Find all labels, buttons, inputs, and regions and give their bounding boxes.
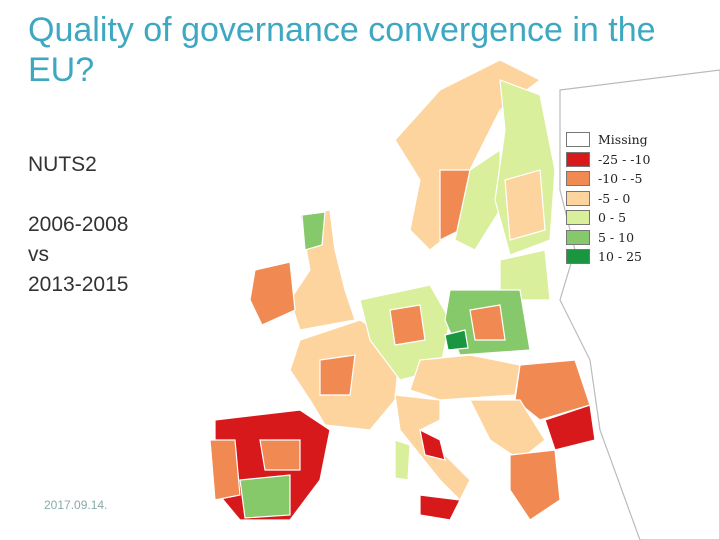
legend-label: 10 - 25 (598, 249, 642, 265)
legend-swatch (566, 229, 590, 245)
legend-label: Missing (598, 132, 648, 148)
legend-label: 5 - 10 (598, 229, 635, 245)
sidebar: NUTS2 2006-2008 vs 2013-2015 (28, 150, 128, 300)
versus: vs (28, 243, 49, 266)
legend-item: 0 - 5 (566, 208, 650, 228)
legend-label: -5 - 0 (598, 190, 631, 206)
level-label: NUTS2 (28, 153, 97, 176)
legend-label: -25 - -10 (598, 151, 651, 167)
legend-swatch (566, 151, 590, 167)
legend-item: -10 - -5 (566, 169, 650, 189)
date: 2017.09.14. (44, 498, 108, 512)
legend-item: -5 - 0 (566, 189, 650, 209)
legend: Missing -25 - -10 -10 - -5 -5 - 0 0 - 5 5 - 1… (566, 130, 650, 267)
legend-item: 10 - 25 (566, 247, 650, 267)
legend-item: 5 - 10 (566, 228, 650, 248)
period-a: 2006-2008 (28, 213, 129, 236)
legend-item: Missing (566, 130, 650, 150)
regions (209, 59, 720, 540)
period-b: 2013-2015 (28, 273, 129, 296)
legend-label: 0 - 5 (598, 210, 627, 226)
legend-swatch (566, 249, 590, 265)
legend-swatch (566, 132, 590, 148)
legend-swatch (566, 210, 590, 226)
legend-label: -10 - -5 (598, 171, 643, 187)
legend-swatch (566, 190, 590, 206)
legend-item: -25 - -10 (566, 150, 650, 170)
slide-title: Quality of governance convergence in the… (28, 11, 656, 89)
legend-swatch (566, 171, 590, 187)
